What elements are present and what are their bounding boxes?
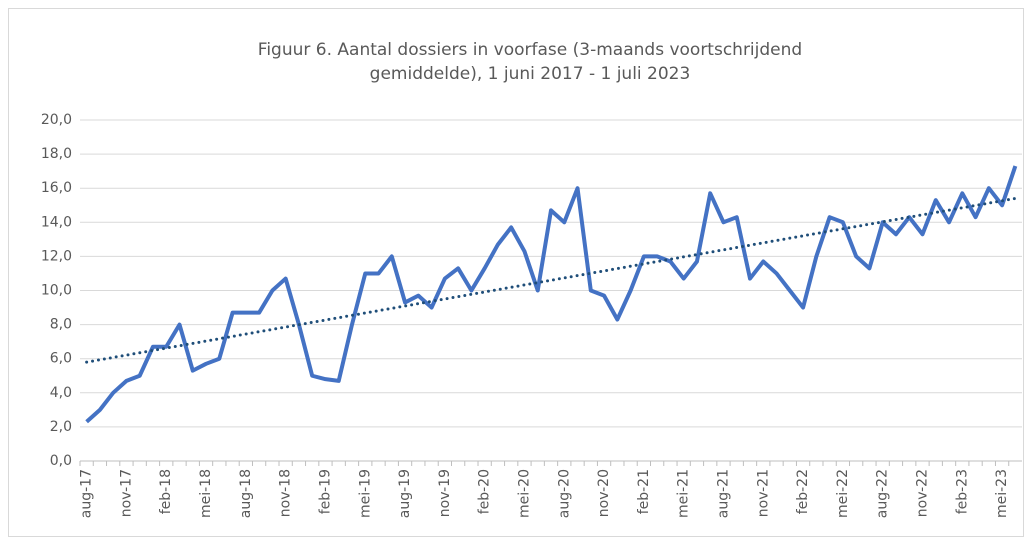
x-tick-label: feb-23 [954,469,970,514]
chart-title: Figuur 6. Aantal dossiers in voorfase (3… [258,40,802,60]
x-tick-label: mei-19 [357,469,373,518]
y-tick-label: 18,0 [41,146,72,162]
x-tick-label: aug-17 [79,469,95,518]
x-tick-label: nov-20 [596,469,612,517]
x-tick-label: feb-21 [636,469,652,514]
y-tick-label: 0,0 [50,453,72,469]
x-tick-label: feb-18 [158,469,174,514]
x-tick-label: aug-22 [875,469,891,518]
y-tick-label: 4,0 [50,385,72,401]
y-tick-label: 20,0 [41,112,72,128]
x-tick-label: mei-21 [676,469,692,518]
data-line [85,165,1018,424]
chart-border [8,8,1024,537]
x-tick-label: mei-22 [835,469,851,518]
x-tick-label: feb-20 [477,469,493,514]
x-tick-label: feb-19 [317,469,333,514]
chart-subtitle: gemiddelde), 1 juni 2017 - 1 juli 2023 [370,64,691,84]
y-tick-label: 16,0 [41,180,72,196]
x-tick-label: nov-18 [278,469,294,517]
y-tick-label: 2,0 [50,419,72,435]
x-tick-label: mei-23 [994,469,1010,518]
y-tick-label: 12,0 [41,248,72,264]
x-tick-label: nov-21 [755,469,771,517]
y-tick-label: 14,0 [41,214,72,230]
x-tick-label: feb-22 [795,469,811,514]
y-tick-label: 8,0 [50,317,72,333]
x-tick-label: nov-17 [118,469,134,517]
x-tick-label: nov-22 [914,469,930,517]
x-tick-label: aug-19 [397,469,413,518]
x-tick-label: aug-21 [715,469,731,518]
trendline [85,196,1017,364]
x-tick-label: aug-20 [556,469,572,518]
x-tick-label: aug-18 [238,469,254,518]
x-tick-label: nov-19 [437,469,453,517]
x-tick-label: mei-18 [198,469,214,518]
x-tick-label: mei-20 [516,469,532,518]
y-tick-label: 10,0 [41,283,72,299]
y-tick-label: 6,0 [50,351,72,367]
